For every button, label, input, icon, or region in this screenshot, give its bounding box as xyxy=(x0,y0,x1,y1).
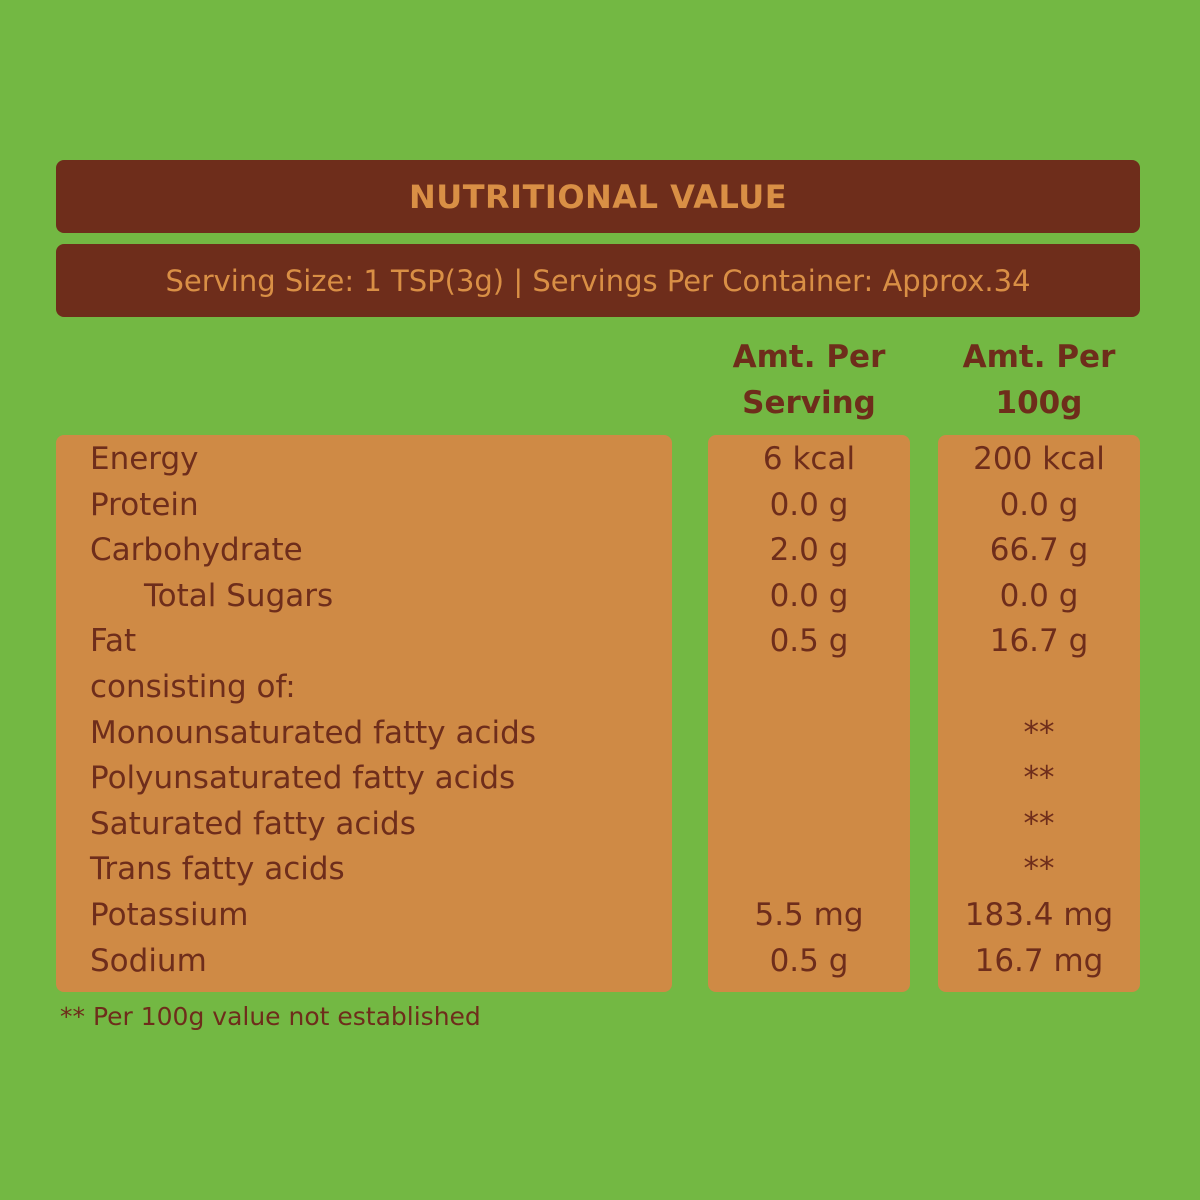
per-100g-values-panel: 200 kcal 0.0 g 66.7 g 0.0 g 16.7 g ** ** ** ** 18… xyxy=(938,435,1140,992)
nutrient-name: Fat xyxy=(90,623,137,660)
nutrient-name: Carbohydrate xyxy=(90,532,303,569)
per-100g-value: 0.0 g xyxy=(999,486,1079,523)
nutrient-name: Protein xyxy=(90,486,199,523)
column-header-per-100g: Amt. Per 100g xyxy=(938,334,1140,426)
per-serving-value xyxy=(708,756,910,802)
column-header-line: 100g xyxy=(995,385,1083,421)
nutrient-name: Total Sugars xyxy=(144,577,334,614)
per-serving-value xyxy=(708,802,910,848)
per-100g-value: 0.0 g xyxy=(999,577,1079,614)
per-serving-value: 0.5 g xyxy=(769,942,849,979)
per-serving-value: 2.0 g xyxy=(769,532,849,569)
nutrient-name: Trans fatty acids xyxy=(90,851,345,888)
serving-banner: Serving Size: 1 TSP(3g) | Servings Per C… xyxy=(56,244,1140,317)
per-serving-value: 5.5 mg xyxy=(754,897,864,933)
per-serving-value: 0.0 g xyxy=(769,486,849,523)
per-100g-value: ** xyxy=(1023,805,1055,842)
per-serving-value xyxy=(708,711,910,757)
per-100g-value: 16.7 g xyxy=(989,623,1089,660)
serving-info: Serving Size: 1 TSP(3g) | Servings Per C… xyxy=(165,263,1031,298)
nutrient-name: Energy xyxy=(90,441,199,477)
per-serving-value xyxy=(708,665,910,711)
nutrient-name: consisting of: xyxy=(90,669,296,705)
column-header-per-serving: Amt. Per Serving xyxy=(708,334,910,426)
per-100g-value: 16.7 mg xyxy=(974,942,1104,979)
nutrient-name: Monounsaturated fatty acids xyxy=(90,714,536,751)
per-serving-value: 6 kcal xyxy=(762,441,856,477)
nutrient-names-panel: Energy Protein Carbohydrate Total Sugars Fat… xyxy=(56,435,672,992)
footnote: ** Per 100g value not established xyxy=(60,1002,481,1031)
per-100g-value: 183.4 mg xyxy=(964,897,1114,933)
per-100g-value: ** xyxy=(1023,714,1055,751)
per-serving-values-panel: 6 kcal 0.0 g 2.0 g 0.0 g 0.5 g 5.5 mg 0.5 g xyxy=(708,435,910,992)
nutrient-name: Sodium xyxy=(90,942,207,979)
per-100g-value xyxy=(938,665,1140,711)
per-serving-value: 0.5 g xyxy=(769,623,849,660)
column-header-line: Serving xyxy=(742,385,876,421)
nutrient-name: Polyunsaturated fatty acids xyxy=(90,760,516,797)
title-banner: NUTRITIONAL VALUE xyxy=(56,160,1140,233)
per-serving-value: 0.0 g xyxy=(769,577,849,614)
column-header-line: Amt. Per xyxy=(962,339,1116,375)
per-100g-value: ** xyxy=(1023,760,1055,797)
page-title: NUTRITIONAL VALUE xyxy=(408,177,788,216)
per-100g-value: 66.7 g xyxy=(989,532,1089,569)
per-100g-value: ** xyxy=(1023,851,1055,888)
nutrient-name: Saturated fatty acids xyxy=(90,805,416,842)
per-serving-value xyxy=(708,847,910,893)
nutrient-name: Potassium xyxy=(90,897,249,933)
per-100g-value: 200 kcal xyxy=(973,441,1105,477)
column-header-line: Amt. Per xyxy=(732,339,886,375)
